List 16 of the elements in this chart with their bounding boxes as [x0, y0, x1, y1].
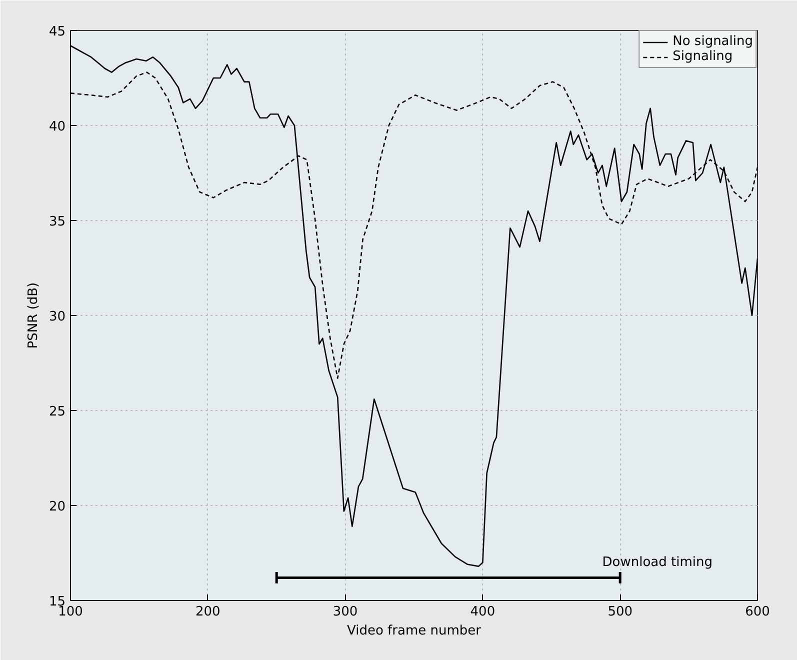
x-tick-label: 400	[470, 604, 496, 620]
y-tick-label: 45	[48, 24, 66, 40]
x-tick-label: 200	[195, 604, 220, 620]
x-tick-label: 600	[745, 604, 770, 620]
y-tick-label: 20	[48, 500, 66, 514]
x-tick-label: 500	[608, 604, 633, 620]
y-tick-label: 40	[48, 120, 66, 134]
y-tick-label: 25	[48, 404, 66, 420]
y-axis-title: PSNR (dB)	[26, 282, 41, 349]
x-tick-label: 300	[332, 604, 358, 620]
annotation: Download timing	[602, 555, 713, 570]
y-tick-label: 30	[48, 310, 66, 324]
y-tick-label: 35	[48, 214, 66, 230]
x-axis-title: Video frame number	[347, 624, 482, 638]
legend-label: No signaling	[672, 34, 753, 49]
legend-label: Signaling	[672, 49, 733, 64]
